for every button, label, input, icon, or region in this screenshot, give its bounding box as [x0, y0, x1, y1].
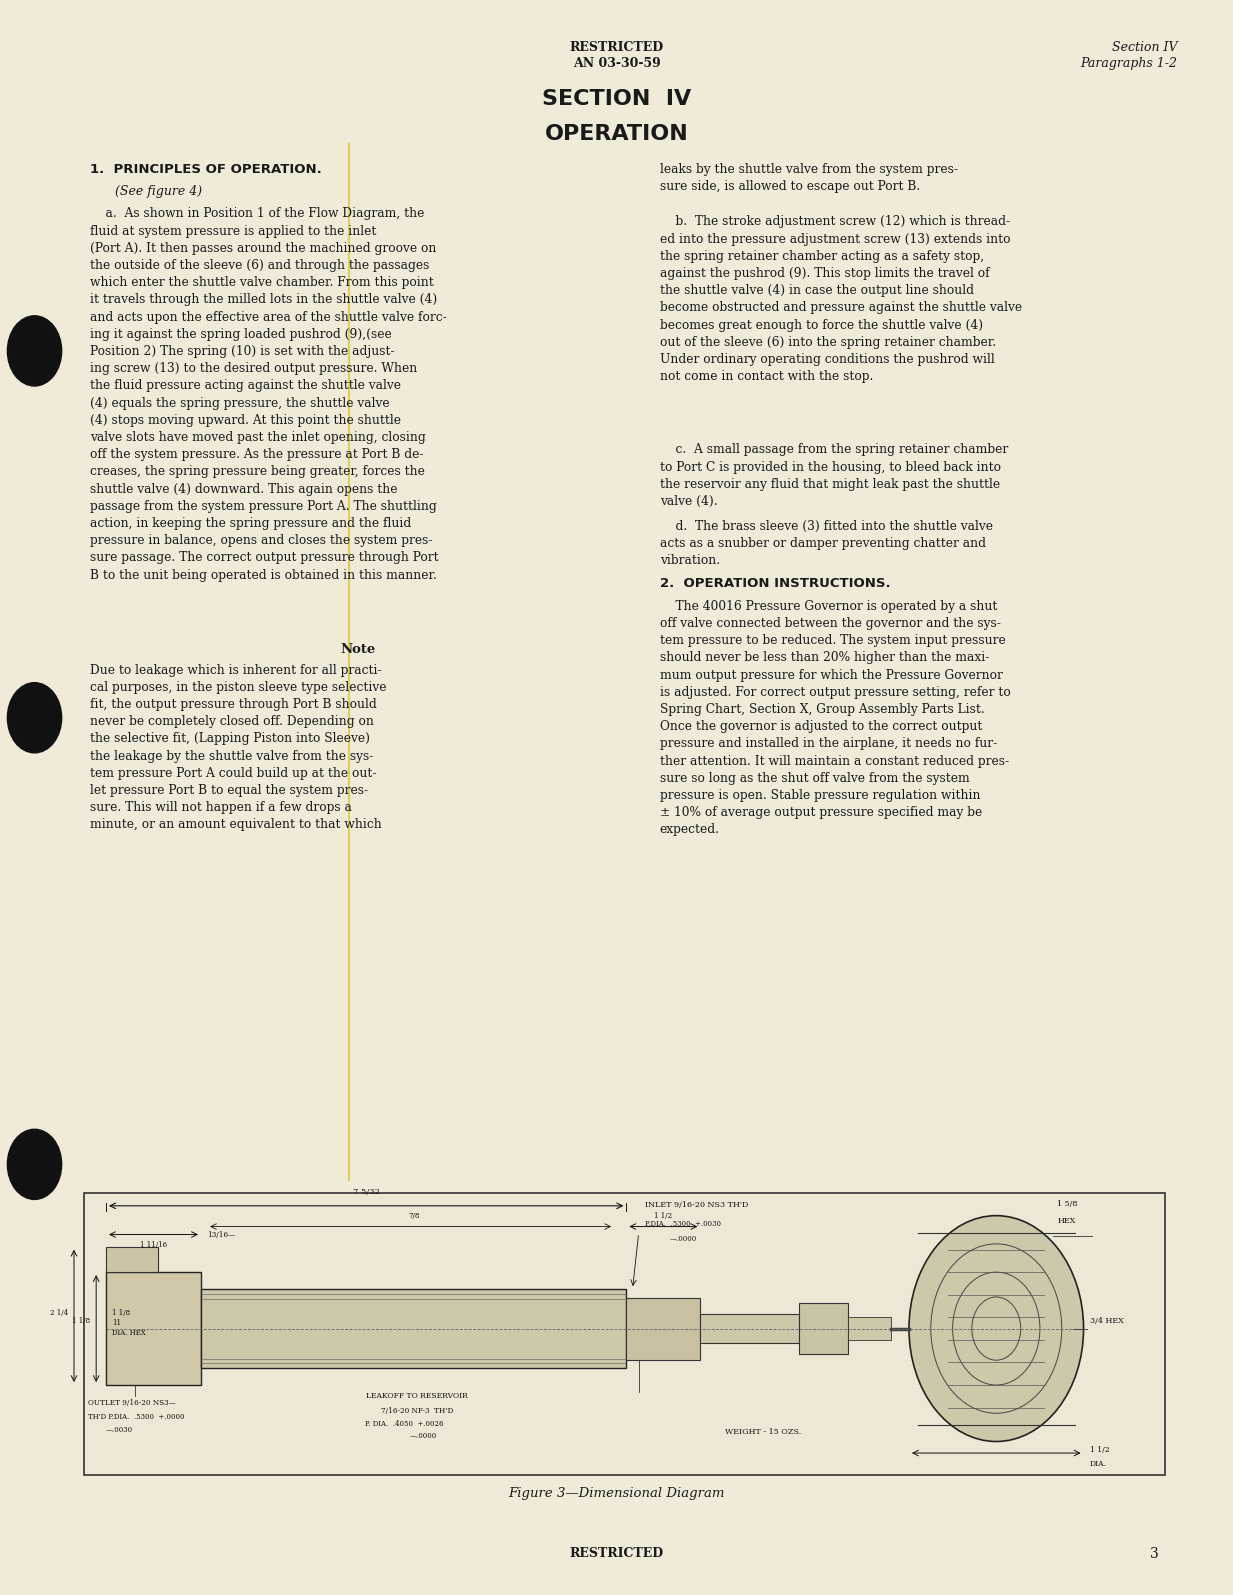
Text: DIA. HEX: DIA. HEX: [112, 1329, 145, 1337]
Text: OUTLET 9/16-20 NS3—: OUTLET 9/16-20 NS3—: [88, 1399, 175, 1407]
Text: 1.  PRINCIPLES OF OPERATION.: 1. PRINCIPLES OF OPERATION.: [90, 163, 322, 175]
Text: 1 1/8: 1 1/8: [112, 1309, 131, 1317]
Circle shape: [7, 316, 62, 386]
Text: Section IV: Section IV: [1112, 41, 1178, 54]
Text: Due to leakage which is inherent for all practi-
cal purposes, in the piston sle: Due to leakage which is inherent for all…: [90, 664, 386, 831]
Text: Figure 3—Dimensional Diagram: Figure 3—Dimensional Diagram: [508, 1487, 725, 1499]
Text: 3: 3: [1150, 1547, 1159, 1562]
Bar: [84, 1193, 1165, 1475]
Text: 1 1/2: 1 1/2: [1090, 1445, 1110, 1455]
Text: leaks by the shuttle valve from the system pres-
sure side, is allowed to escape: leaks by the shuttle valve from the syst…: [660, 163, 958, 193]
Circle shape: [7, 1129, 62, 1199]
Text: RESTRICTED: RESTRICTED: [570, 41, 663, 54]
Text: AN 03-30-59: AN 03-30-59: [572, 57, 661, 70]
Text: The 40016 Pressure Governor is operated by a shut
off valve connected between th: The 40016 Pressure Governor is operated …: [660, 600, 1010, 836]
Text: P.DIA.  .5300  +.0030: P.DIA. .5300 +.0030: [645, 1220, 721, 1228]
Text: P. DIA.  .4050  +.0026: P. DIA. .4050 +.0026: [365, 1420, 444, 1428]
Bar: [799, 1303, 848, 1354]
Text: 1 5/8: 1 5/8: [1058, 1199, 1078, 1207]
Text: 11: 11: [112, 1319, 121, 1327]
Text: 2.  OPERATION INSTRUCTIONS.: 2. OPERATION INSTRUCTIONS.: [660, 577, 890, 590]
Text: (See figure 4): (See figure 4): [115, 185, 202, 198]
Text: 7/16-20 NF-3  TH'D: 7/16-20 NF-3 TH'D: [381, 1407, 453, 1415]
Text: 1 11/16: 1 11/16: [141, 1241, 166, 1249]
Text: 13/16—: 13/16—: [207, 1230, 236, 1239]
Text: WEIGHT - 15 OZS.: WEIGHT - 15 OZS.: [725, 1428, 801, 1436]
Text: DIA.: DIA.: [1090, 1459, 1107, 1469]
Text: c.  A small passage from the spring retainer chamber
to Port C is provided in th: c. A small passage from the spring retai…: [660, 443, 1007, 509]
Text: SECTION  IV: SECTION IV: [541, 89, 692, 110]
Text: Note: Note: [340, 643, 375, 656]
Text: 1 1/8: 1 1/8: [72, 1316, 90, 1324]
Text: 7/8: 7/8: [408, 1212, 419, 1220]
Text: 7 5/32: 7 5/32: [353, 1188, 380, 1196]
Text: —.0000: —.0000: [409, 1432, 436, 1440]
Text: 2 1/4: 2 1/4: [49, 1308, 68, 1316]
Bar: [201, 1289, 626, 1369]
Text: —.0000: —.0000: [670, 1235, 697, 1243]
Text: LEAKOFF TO RESERVOIR: LEAKOFF TO RESERVOIR: [366, 1392, 467, 1400]
Text: OPERATION: OPERATION: [545, 124, 688, 145]
Text: b.  The stroke adjustment screw (12) which is thread-
ed into the pressure adjus: b. The stroke adjustment screw (12) whic…: [660, 215, 1022, 383]
Text: TH'D P.DIA.  .5300  +.0000: TH'D P.DIA. .5300 +.0000: [88, 1413, 184, 1421]
Ellipse shape: [909, 1215, 1084, 1442]
Circle shape: [7, 683, 62, 753]
Bar: [106, 1273, 201, 1384]
Text: a.  As shown in Position 1 of the Flow Diagram, the
fluid at system pressure is : a. As shown in Position 1 of the Flow Di…: [90, 207, 446, 582]
Bar: [626, 1297, 700, 1359]
Text: INLET 9/16-20 NS3 TH'D: INLET 9/16-20 NS3 TH'D: [645, 1201, 748, 1209]
Bar: [106, 1247, 158, 1273]
Text: 1 1/2: 1 1/2: [655, 1212, 672, 1220]
Text: d.  The brass sleeve (3) fitted into the shuttle valve
acts as a snubber or damp: d. The brass sleeve (3) fitted into the …: [660, 520, 993, 568]
Text: —.0030: —.0030: [106, 1426, 133, 1434]
Bar: [700, 1314, 799, 1343]
Text: 3/4 HEX: 3/4 HEX: [1090, 1316, 1123, 1324]
Bar: [848, 1317, 891, 1340]
Text: Paragraphs 1-2: Paragraphs 1-2: [1080, 57, 1178, 70]
Text: HEX: HEX: [1058, 1217, 1075, 1225]
Text: RESTRICTED: RESTRICTED: [570, 1547, 663, 1560]
